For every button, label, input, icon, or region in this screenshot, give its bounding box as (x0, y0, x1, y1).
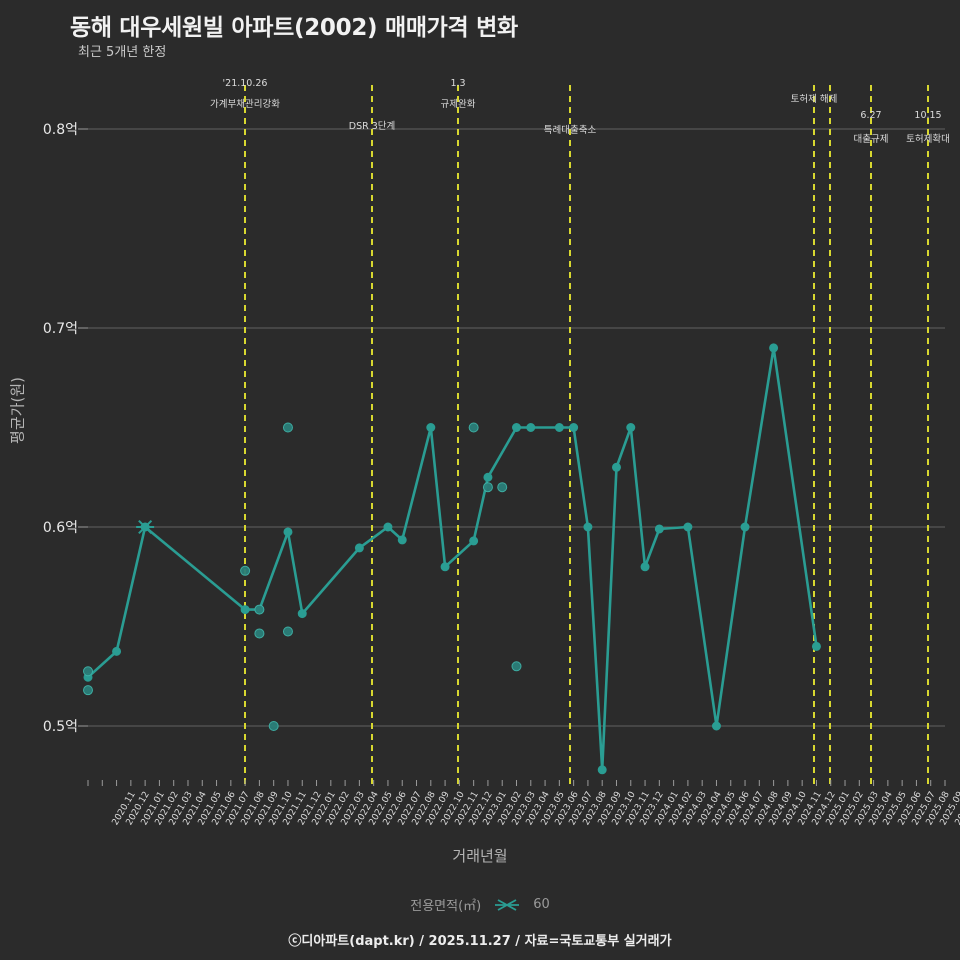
data-point (512, 423, 521, 432)
scatter-point (511, 661, 522, 672)
scatter-point (83, 685, 93, 696)
page-subtitle: 최근 5개년 한정 (78, 45, 167, 60)
legend: 전용면적(㎡) 60 (0, 895, 960, 914)
data-point (811, 641, 821, 651)
data-point (469, 536, 479, 546)
scatter-point (83, 666, 93, 677)
legend-entry-label: 60 (533, 897, 550, 912)
data-point (611, 462, 621, 472)
data-point (711, 721, 721, 731)
data-point (283, 527, 293, 537)
annotation-label: 토허제 해제 (790, 94, 838, 105)
data-point (583, 522, 593, 532)
data-point (383, 522, 393, 532)
scatter-point (282, 422, 293, 433)
annotation-label: 토허제확대 (906, 134, 950, 145)
data-point (769, 343, 779, 353)
scatter-point (282, 626, 293, 637)
annotation-label: 가계부채관리강화 (210, 99, 280, 110)
y-axis-tick-label: 0.6억 (42, 520, 78, 536)
annotation-date: 10.15 (914, 110, 942, 121)
data-point (569, 423, 579, 432)
data-point (526, 423, 536, 432)
x-marker-icon (136, 519, 155, 535)
data-point (626, 423, 636, 432)
annotation-label: 특례대출축소 (543, 125, 597, 136)
annotation-date: 1.3 (450, 78, 466, 89)
y-axis-ticks: 0.8억 0.7억 0.6억 0.5억 (0, 0, 78, 960)
data-point (112, 646, 122, 656)
scatter-point (468, 422, 479, 433)
annotation-label: 규제완화 (440, 99, 476, 110)
page-title: 동해 대우세원빌 아파트(2002) 매매가격 변화 (70, 15, 518, 41)
footer-credit: ⓒ디아파트(dapt.kr) / 2025.11.27 / 자료=국토교통부 실… (288, 934, 672, 949)
y-axis-title: 평균가(원) (8, 377, 27, 444)
x-marker-icon (495, 898, 520, 911)
x-tick-marks (87, 780, 946, 786)
scatter-point (254, 628, 265, 639)
data-point (740, 522, 750, 532)
data-point (397, 535, 407, 545)
data-point (554, 423, 564, 432)
scatter-point (497, 482, 508, 493)
annotation-date: '21.10.26 (222, 78, 268, 89)
series-line (86, 346, 818, 772)
y-axis-tick-label: 0.7억 (42, 321, 78, 337)
data-point (240, 605, 250, 615)
scatter-point (482, 482, 493, 493)
data-point (426, 423, 436, 432)
annotation-label: 대출규제 (853, 134, 889, 145)
scatter-point (254, 604, 265, 615)
annotation-label: DSR 3단계 (348, 121, 396, 132)
data-point (597, 765, 607, 775)
x-axis-title: 거래년월 (452, 847, 508, 865)
data-point (440, 562, 450, 572)
y-axis-tick-label: 0.5억 (42, 719, 78, 735)
annotation-date: 6.27 (860, 110, 882, 121)
data-point (654, 524, 664, 534)
data-point (483, 472, 493, 482)
scatter-point (240, 565, 251, 576)
data-point (354, 543, 364, 553)
y-axis-tick-label: 0.8억 (42, 122, 78, 138)
legend-title: 전용면적(㎡) (410, 899, 482, 914)
data-point (297, 609, 307, 619)
data-point (683, 522, 693, 532)
data-point (640, 562, 650, 572)
scatter-point (268, 721, 279, 731)
